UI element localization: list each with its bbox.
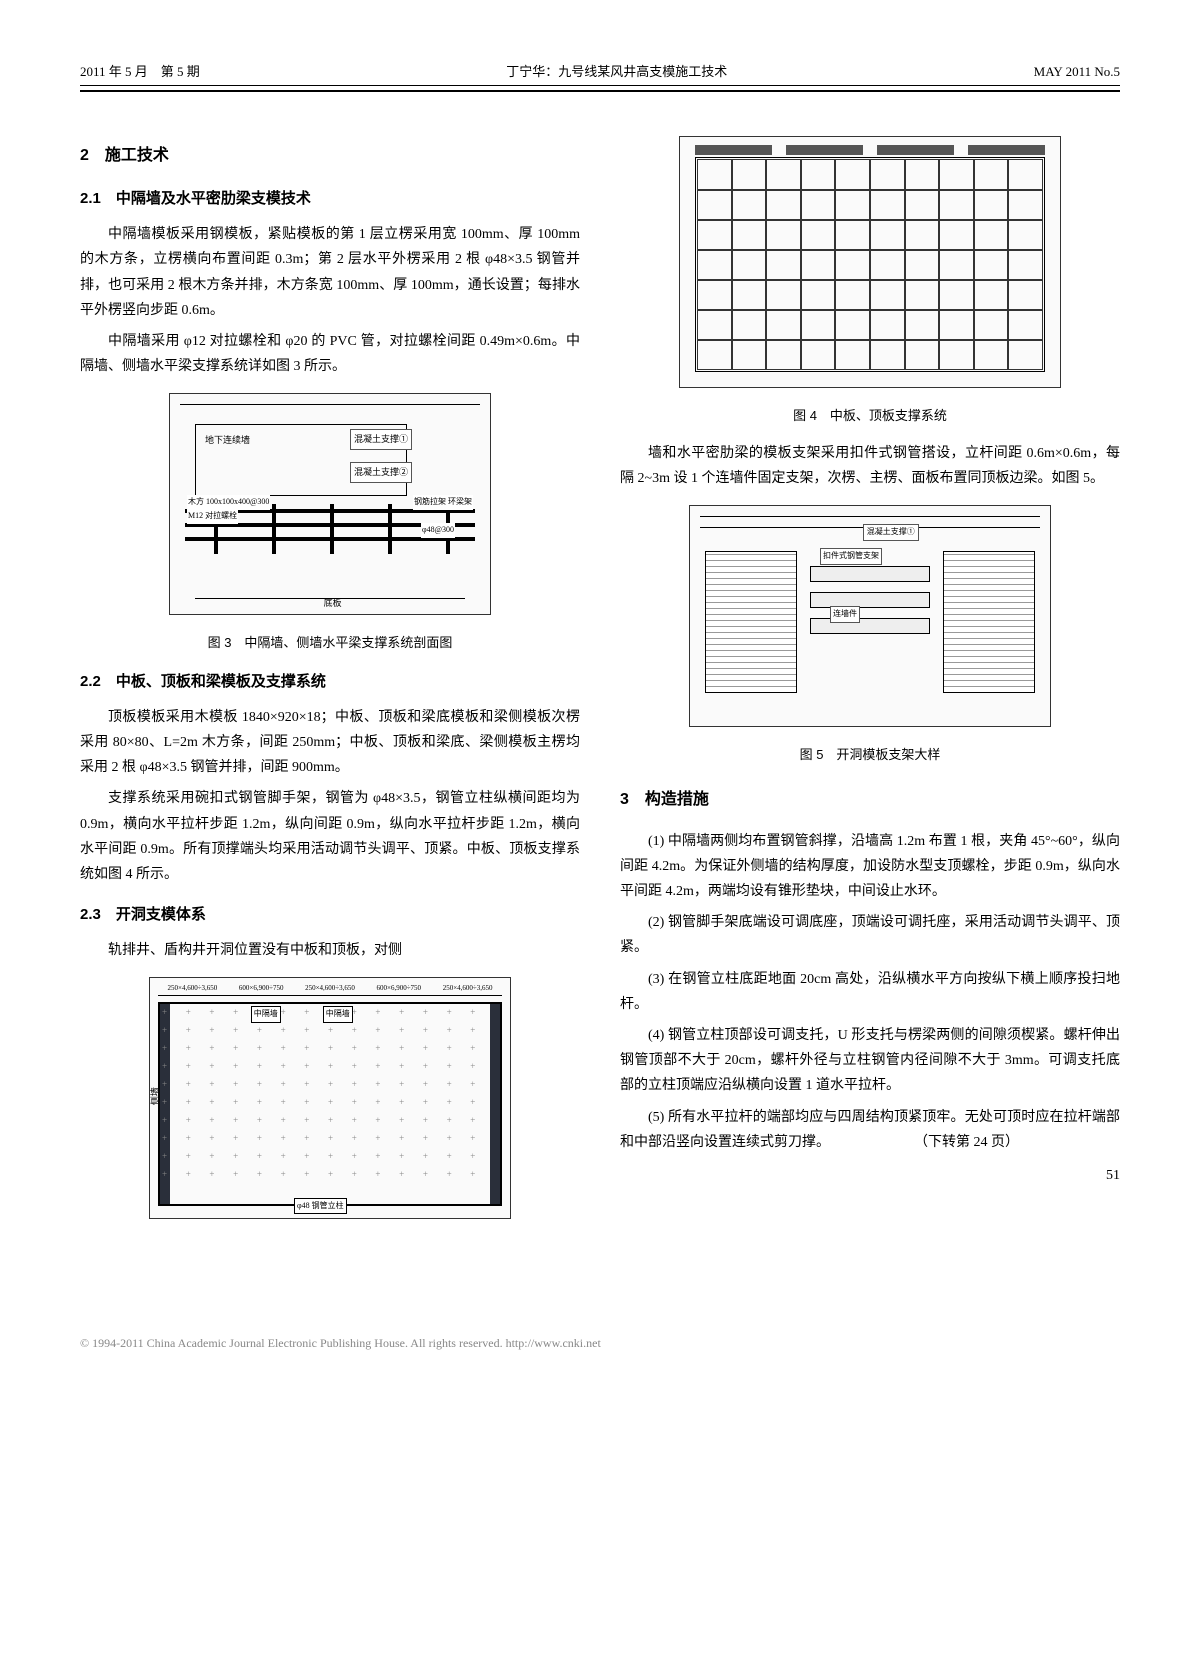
left-column: 2 施工技术 2.1 中隔墙及水平密肋梁支模技术 中隔墙模板采用钢模板，紧贴模板… xyxy=(80,122,580,1242)
para-2-1-2: 中隔墙采用 φ12 对拉螺栓和 φ20 的 PVC 管，对拉螺栓间距 0.49m… xyxy=(80,329,580,379)
fig3-label-mufang: 木方 100x100x400@300 xyxy=(187,495,270,509)
subsection-2-1-title: 2.1 中隔墙及水平密肋梁支模技术 xyxy=(80,185,580,212)
figplan-label-t2: 中隔墙 xyxy=(323,1006,353,1022)
para-2-2-1: 顶板模板采用木模板 1840×920×18；中板、顶板和梁底模板和梁侧模板次楞采… xyxy=(80,705,580,781)
figure-3: 地下连续墙 混凝土支撑① 混凝土支撑② 木方 100x100x400@300 M… xyxy=(80,393,580,654)
fig3-label-wall: 地下连续墙 xyxy=(205,432,250,448)
fig5-label-lmj: 连墙件 xyxy=(830,606,860,622)
figure-4-drawing xyxy=(679,136,1061,388)
figure-5: 混凝土支撑① 扣件式钢管支架 连墙件 图 5 开洞模板支架大样 xyxy=(620,505,1120,766)
figure-4: 图 4 中板、顶板支撑系统 xyxy=(620,136,1120,427)
right-column: 图 4 中板、顶板支撑系统 墙和水平密肋梁的模板支架采用扣件式钢管搭设，立杆间距… xyxy=(620,122,1120,1242)
fig5-label-top: 混凝土支撑① xyxy=(863,524,919,540)
fig4-beam xyxy=(877,145,954,155)
page-number: 51 xyxy=(620,1163,1120,1188)
sec3-item-4: (4) 钢管立柱顶部设可调支托，U 形支托与楞梁两侧的间隙须楔紧。螺杆伸出钢管顶… xyxy=(620,1023,1120,1099)
fig5-panel-left xyxy=(705,551,797,693)
figplan-label-left: 侧墙 xyxy=(147,1087,163,1105)
figplan-dims: 250×4,600÷3,650 600×6,900÷750 250×4,600÷… xyxy=(158,982,502,996)
figure-3-caption: 图 3 中隔墙、侧墙水平梁支撑系统剖面图 xyxy=(80,631,580,654)
fig3-label-c1: 混凝土支撑① xyxy=(350,429,412,449)
para-2-2-2: 支撑系统采用碗扣式钢管脚手架，钢管为 φ48×3.5，钢管立柱纵横间距均为 0.… xyxy=(80,786,580,887)
figure-plan-drawing: 250×4,600÷3,650 600×6,900÷750 250×4,600÷… xyxy=(149,977,511,1219)
figplan-label-t1: 中隔墙 xyxy=(251,1006,281,1022)
fig4-beam xyxy=(968,145,1045,155)
header-right: MAY 2011 No.5 xyxy=(1034,60,1120,83)
figure-3-drawing: 地下连续墙 混凝土支撑① 混凝土支撑② 木方 100x100x400@300 M… xyxy=(169,393,491,615)
sec3-item-3: (3) 在钢管立柱底距地面 20cm 高处，沿纵横水平方向按纵下横上顺序投扫地杆… xyxy=(620,967,1120,1017)
sec3-item-5: (5) 所有水平拉杆的端部均应与四周结构顶紧顶牢。无处可顶时应在拉杆端部和中部沿… xyxy=(620,1105,1120,1155)
header-center: 丁宁华：九号线某风井高支模施工技术 xyxy=(506,60,727,83)
fig3-label-bolt: M12 对拉螺栓 xyxy=(187,509,238,523)
fig5-label-kj: 扣件式钢管支架 xyxy=(820,548,882,564)
section-3-title: 3 构造措施 xyxy=(620,786,1120,815)
para-2-3-1: 轨排井、盾构井开洞位置没有中板和顶板，对侧 xyxy=(80,938,580,963)
figure-5-caption: 图 5 开洞模板支架大样 xyxy=(620,743,1120,766)
col2-intro-p1: 墙和水平密肋梁的模板支架采用扣件式钢管搭设，立杆间距 0.6m×0.6m，每隔 … xyxy=(620,441,1120,491)
fig3-label-phi: φ48@300 xyxy=(421,523,455,537)
sec3-item-2: (2) 钢管脚手架底端设可调底座，顶端设可调托座，采用活动调节头调平、顶紧。 xyxy=(620,910,1120,960)
sec3-item-1: (1) 中隔墙两侧均布置钢管斜撑，沿墙高 1.2m 布置 1 根，夹角 45°~… xyxy=(620,829,1120,905)
fig4-beam xyxy=(695,145,772,155)
page-header: 2011 年 5 月 第 5 期 丁宁华：九号线某风井高支模施工技术 MAY 2… xyxy=(80,60,1120,92)
fig3-label-bottom: 底板 xyxy=(324,595,342,611)
figure-5-drawing: 混凝土支撑① 扣件式钢管支架 连墙件 xyxy=(689,505,1051,727)
figure-plan: 250×4,600÷3,650 600×6,900÷750 250×4,600÷… xyxy=(80,977,580,1228)
para-2-1-1: 中隔墙模板采用钢模板，紧贴模板的第 1 层立楞采用宽 100mm、厚 100mm… xyxy=(80,222,580,323)
figure-4-caption: 图 4 中板、顶板支撑系统 xyxy=(620,404,1120,427)
figplan-label-bottom: φ48 钢管立柱 xyxy=(294,1198,347,1214)
fig3-label-c2: 混凝土支撑② xyxy=(350,462,412,482)
fig3-label-huan: 钢筋拉架 环梁架 xyxy=(413,495,473,509)
footer: © 1994-2011 China Academic Journal Elect… xyxy=(80,1323,1120,1355)
fig4-beam xyxy=(786,145,863,155)
fig5-panel-right xyxy=(943,551,1035,693)
subsection-2-2-title: 2.2 中板、顶板和梁模板及支撑系统 xyxy=(80,668,580,695)
subsection-2-3-title: 2.3 开洞支模体系 xyxy=(80,901,580,928)
section-2-title: 2 施工技术 xyxy=(80,142,580,171)
header-left: 2011 年 5 月 第 5 期 xyxy=(80,60,200,83)
